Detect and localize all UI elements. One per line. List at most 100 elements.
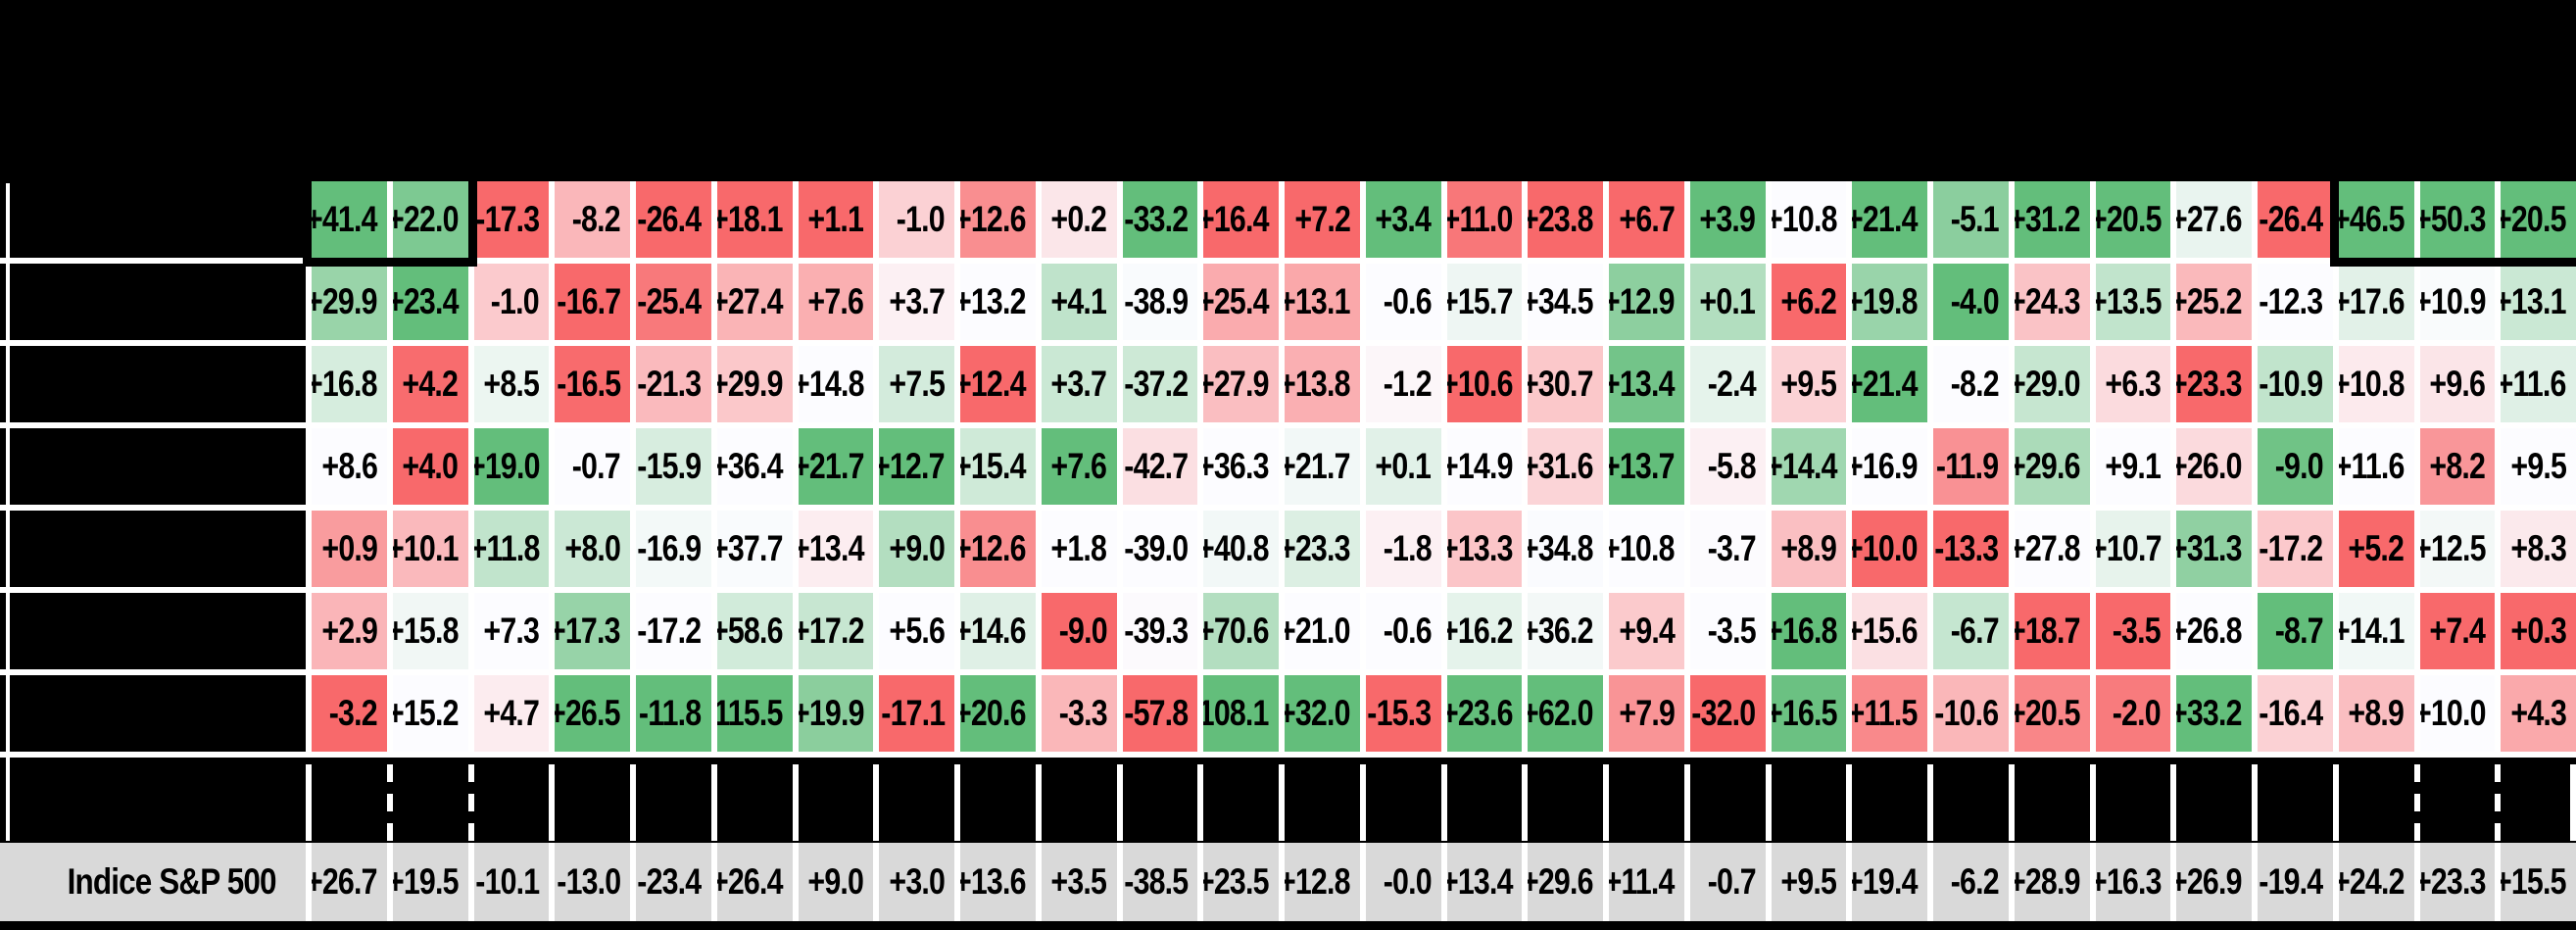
return-value: +24.3 (2014, 281, 2081, 321)
sp500-return-value: +29.6 (1528, 861, 1594, 902)
return-value: -16.7 (556, 281, 621, 321)
return-value: +17.3 (555, 611, 621, 651)
return-value: -1.2 (1383, 364, 1432, 404)
return-value: +31.3 (2176, 528, 2243, 568)
return-cell: -6.7 (1933, 593, 2009, 669)
return-value: +0.1 (1699, 281, 1756, 321)
return-cell: +36.4 (716, 428, 793, 505)
return-value: +7.5 (889, 364, 945, 404)
return-cell: -16.7 (555, 264, 630, 340)
return-cell: +62.0 (1528, 675, 1603, 752)
return-cell: +27.8 (2014, 511, 2090, 587)
return-cell: +13.3 (1446, 511, 1523, 587)
return-cell: +23.3 (1285, 511, 1360, 587)
return-value: -8.2 (571, 199, 621, 239)
sp500-return-cell: -13.0 (555, 843, 630, 921)
return-cell: -9.0 (1041, 593, 1117, 669)
return-cell: +30.7 (1528, 346, 1603, 422)
sp500-return-value: +26.9 (2176, 861, 2243, 902)
sp500-return-value: +28.9 (2014, 861, 2081, 902)
return-cell: +10.6 (1446, 346, 1523, 422)
return-value: +16.8 (1771, 611, 1838, 651)
return-value: -16.9 (637, 528, 703, 568)
return-cell: +37.7 (716, 511, 793, 587)
return-cell: +10.7 (2095, 511, 2171, 587)
return-cell: +12.6 (960, 181, 1036, 258)
return-cell: -1.0 (473, 264, 550, 340)
return-cell: +29.9 (716, 346, 793, 422)
sp500-return-cell: -23.4 (636, 843, 711, 921)
return-value: +20.6 (960, 693, 1027, 733)
return-value: +30.7 (1528, 364, 1594, 404)
separator-tick (1683, 764, 1690, 841)
return-cell: +3.7 (1041, 346, 1117, 422)
return-cell: +11.0 (1446, 181, 1523, 258)
return-cell: +22.0 (392, 181, 468, 258)
sp500-return-value: -23.4 (637, 861, 703, 902)
return-value: -39.0 (1124, 528, 1189, 568)
return-cell: +4.3 (2501, 675, 2576, 752)
return-value: -3.5 (2113, 611, 2162, 651)
sp500-return-cell: +19.4 (1852, 843, 1927, 921)
return-value: +10.8 (1771, 199, 1838, 239)
return-cell: +16.8 (312, 346, 387, 422)
return-value: -1.8 (1383, 528, 1432, 568)
row-label-blacked-out (0, 264, 306, 340)
sp500-return-cell: +29.6 (1528, 843, 1603, 921)
return-cell: -3.3 (1041, 675, 1117, 752)
return-value: +0.3 (2510, 611, 2566, 651)
quilt-row-1: +41.4 +22.0 -17.3 -8.2 -26.4 +18.1 +1.1 -1.0 +12… (0, 181, 2576, 264)
return-cell: +13.8 (1285, 346, 1360, 422)
return-cell: +11.6 (2338, 428, 2414, 505)
bottom-black-band (0, 921, 2576, 930)
return-value: -9.0 (1058, 611, 1107, 651)
return-value: +17.2 (798, 611, 865, 651)
return-cell: +13.1 (2501, 264, 2576, 340)
return-value: +13.8 (1285, 364, 1351, 404)
return-value: -13.3 (1934, 528, 2000, 568)
return-cell: +7.9 (1609, 675, 1684, 752)
return-value: +21.7 (1285, 446, 1351, 486)
return-cell: +13.5 (2095, 264, 2171, 340)
return-cell: +25.4 (1203, 264, 1279, 340)
return-value: +3.7 (889, 281, 945, 321)
return-cell: -2.0 (2095, 675, 2171, 752)
return-cell: -3.5 (2095, 593, 2171, 669)
return-value: -8.7 (2274, 611, 2324, 651)
return-value: +3.4 (1375, 199, 1432, 239)
return-value: +9.0 (889, 528, 945, 568)
return-cell: +29.0 (2014, 346, 2090, 422)
sp500-return-cell: -0.7 (1689, 843, 1766, 921)
return-cell: +18.7 (2014, 593, 2090, 669)
return-cell: +23.8 (1528, 181, 1603, 258)
sp500-return-cell: -19.4 (2258, 843, 2333, 921)
return-value: +7.2 (1294, 199, 1350, 239)
return-value: +34.8 (1528, 528, 1594, 568)
sp500-return-value: +15.5 (2501, 861, 2567, 902)
return-value: +37.7 (716, 528, 784, 568)
return-cell: +16.5 (1771, 675, 1847, 752)
sp500-return-cell: +26.7 (312, 843, 387, 921)
return-value: +25.2 (2176, 281, 2243, 321)
return-cell: +23.3 (2176, 346, 2252, 422)
sp500-return-value: +24.2 (2338, 861, 2406, 902)
return-cell: +7.5 (879, 346, 954, 422)
row-label-blacked-out (0, 181, 306, 258)
return-cell: +8.5 (473, 346, 550, 422)
sp500-return-cell: +26.4 (716, 843, 793, 921)
return-value: +7.3 (483, 611, 540, 651)
return-value: +10.1 (392, 528, 460, 568)
sp500-return-cell: -38.5 (1122, 843, 1198, 921)
return-cell: +15.6 (1852, 593, 1927, 669)
sp500-return-value: +23.3 (2419, 861, 2487, 902)
return-cell: -33.2 (1122, 181, 1198, 258)
return-cell: +31.6 (1528, 428, 1603, 505)
return-cell: +1.1 (798, 181, 874, 258)
row-label-blacked-out (0, 346, 306, 422)
return-value: +4.0 (402, 446, 459, 486)
return-value: -33.2 (1124, 199, 1189, 239)
return-value: +11.0 (1446, 199, 1514, 239)
return-cell: +21.7 (798, 428, 874, 505)
return-cell: +32.0 (1285, 675, 1360, 752)
return-value: +15.7 (1446, 281, 1514, 321)
